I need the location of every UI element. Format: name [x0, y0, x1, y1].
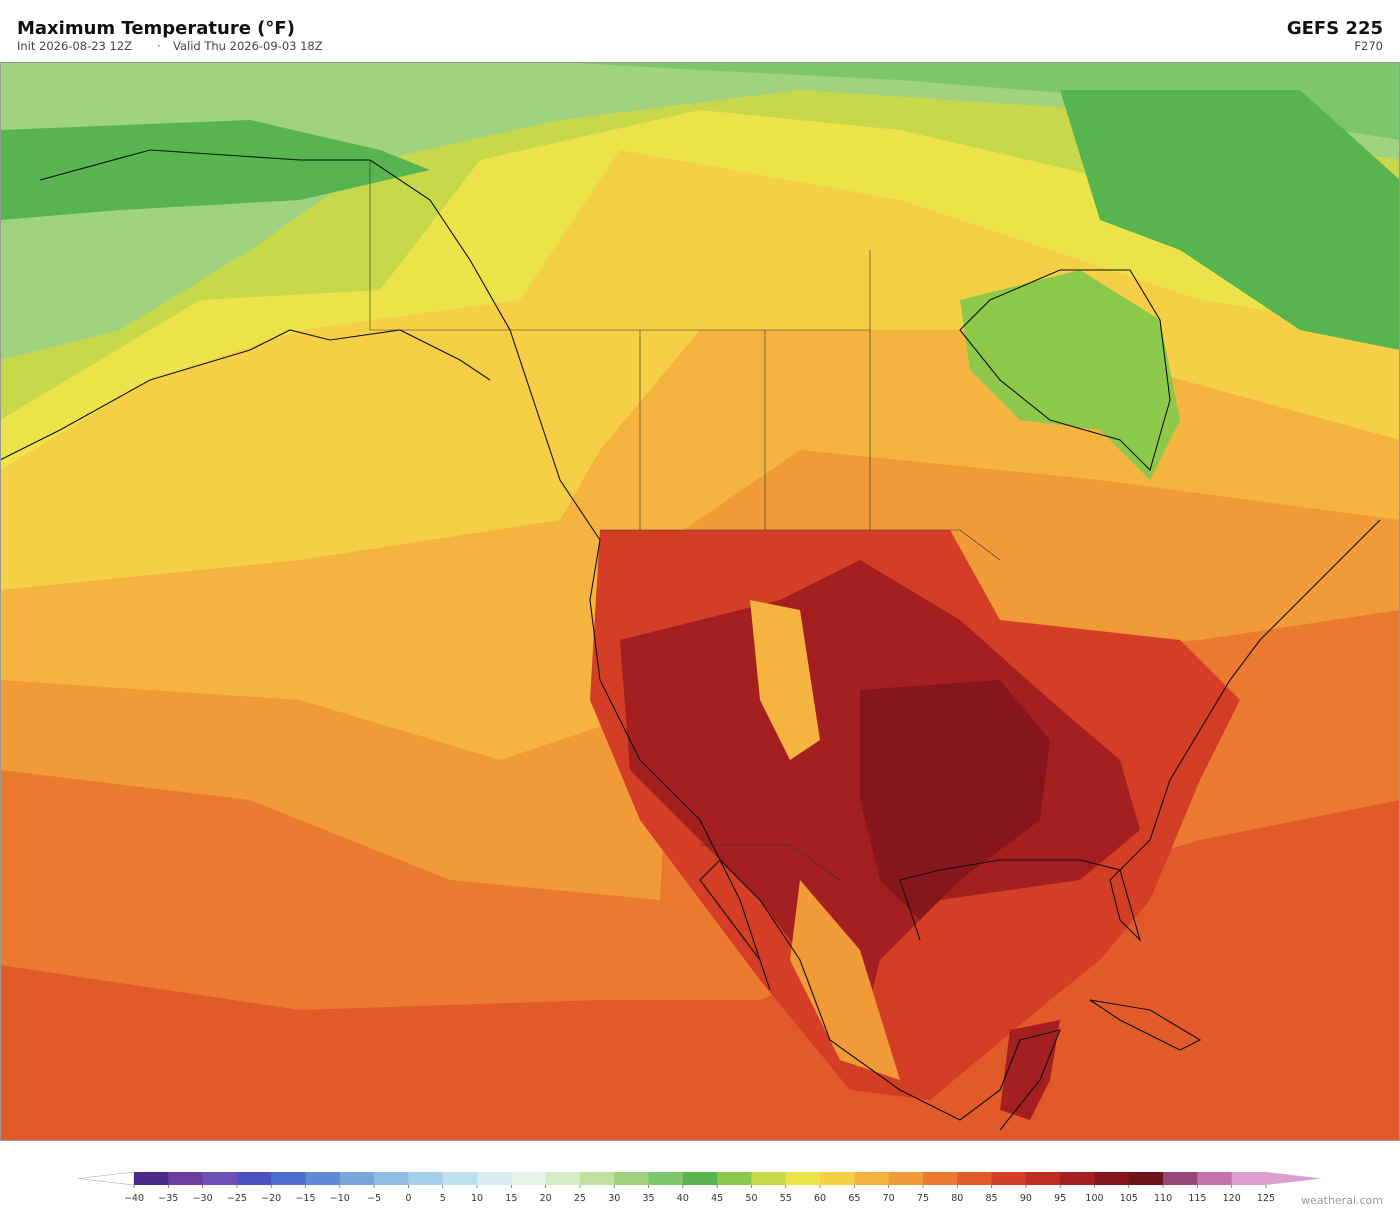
colorbar-under: [77, 1171, 135, 1186]
colorbar-bin: [168, 1172, 204, 1185]
colorbar-bin: [682, 1172, 718, 1185]
colorbar-tick-label: −10: [330, 1193, 350, 1204]
colorbar-tick-label: 70: [883, 1193, 895, 1204]
colorbar-tick-label: 40: [677, 1193, 689, 1204]
colorbar-tick-label: 60: [814, 1193, 826, 1204]
separator: ·: [157, 39, 161, 53]
colorbar-bin: [579, 1172, 615, 1185]
colorbar-bin: [477, 1172, 512, 1185]
colorbar-bin: [785, 1172, 821, 1185]
colorbar-tick-label: 120: [1223, 1193, 1241, 1204]
colorbar-over: [1266, 1172, 1322, 1185]
colorbar-bin: [339, 1172, 375, 1185]
colorbar-bin: [511, 1172, 547, 1185]
colorbar-bin: [648, 1172, 684, 1185]
colorbar-bin: [1094, 1172, 1130, 1185]
colorbar-bin: [957, 1172, 993, 1185]
colorbar-tick-label: 10: [471, 1193, 483, 1204]
colorbar: −40 −35 −30 −25 −20 −15 −10 −5 0 5 10 15 20 25 30 35 40 4…: [77, 1171, 1322, 1204]
colorbar-tick-label: 75: [917, 1193, 929, 1204]
colorbar-bin: [1231, 1172, 1267, 1185]
colorbar-tick-label: 100: [1085, 1193, 1103, 1204]
colorbar-tick-label: −25: [227, 1193, 247, 1204]
colorbar-bin: [991, 1172, 1027, 1185]
colorbar-tick-label: 125: [1257, 1193, 1275, 1204]
colorbar-bin: [408, 1172, 444, 1185]
colorbar-bin: [134, 1172, 169, 1185]
colorbar-bin: [1197, 1172, 1233, 1185]
colorbar-bin: [202, 1172, 238, 1185]
colorbar-tick-label: 30: [608, 1193, 620, 1204]
colorbar-tick-label: −30: [193, 1193, 213, 1204]
colorbar-tick-label: 115: [1188, 1193, 1206, 1204]
colorbar-tick-label: 95: [1054, 1193, 1066, 1204]
colorbar-tick-label: 65: [848, 1193, 860, 1204]
colorbar-bin: [854, 1172, 890, 1185]
model-name: GEFS 225: [1287, 18, 1383, 39]
colorbar-tick-label: 0: [405, 1193, 411, 1204]
colorbar-tick-label: 50: [745, 1193, 757, 1204]
colorbar-bin: [614, 1172, 650, 1185]
colorbar-bin: [1163, 1172, 1198, 1185]
colorbar-tick-label: 25: [574, 1193, 586, 1204]
colorbar-tick-label: 90: [1020, 1193, 1032, 1204]
colorbar-tick-label: 55: [780, 1193, 792, 1204]
valid-time: Valid Thu 2026-09-03 18Z: [173, 39, 323, 53]
colorbar-tick-label: 5: [440, 1193, 446, 1204]
colorbar-tick-label: −15: [295, 1193, 315, 1204]
colorbar-bin: [236, 1172, 272, 1185]
credit: weatherai.com: [1301, 1194, 1383, 1207]
map-title: Maximum Temperature (°F): [17, 18, 295, 39]
colorbar-tick-label: −20: [261, 1193, 281, 1204]
colorbar-tick-label: 15: [505, 1193, 517, 1204]
colorbar-bin: [271, 1172, 307, 1185]
colorbar-tick-label: −35: [158, 1193, 178, 1204]
colorbar-bin: [442, 1172, 478, 1185]
colorbar-tick-label: 45: [711, 1193, 723, 1204]
forecast-hour: F270: [1354, 39, 1383, 53]
colorbar-bin: [751, 1172, 787, 1185]
colorbar-bin: [922, 1172, 958, 1185]
colorbar-bin: [1128, 1172, 1164, 1185]
colorbar-bin: [374, 1172, 409, 1185]
colorbar-tick-label: 105: [1120, 1193, 1138, 1204]
colorbar-tick-label: 110: [1154, 1193, 1172, 1204]
colorbar-bin: [305, 1172, 341, 1185]
init-time: Init 2026-08-23 12Z: [17, 39, 132, 53]
colorbar-bin: [717, 1172, 752, 1185]
colorbar-bin: [1025, 1172, 1061, 1185]
colorbar-tick-label: 80: [951, 1193, 963, 1204]
colorbar-bin: [545, 1172, 581, 1185]
colorbar-tick-label: 20: [540, 1193, 552, 1204]
colorbar-tick-label: −5: [367, 1193, 381, 1204]
colorbar-tick-label: 85: [986, 1193, 998, 1204]
colorbar-tick-label: 35: [642, 1193, 654, 1204]
colorbar-bin: [820, 1172, 855, 1185]
colorbar-tick-label: −40: [124, 1193, 144, 1204]
colorbar-bin: [888, 1172, 924, 1185]
colorbar-bin: [1060, 1172, 1095, 1185]
map-field: [0, 62, 1400, 1141]
